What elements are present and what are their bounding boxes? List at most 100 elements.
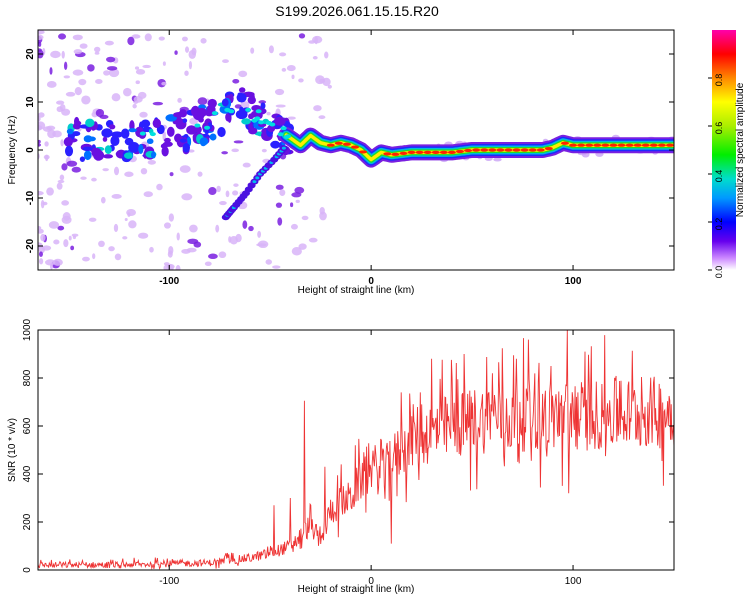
ridge-peak-mark bbox=[391, 152, 400, 156]
noise-blob bbox=[222, 59, 229, 64]
noise-blob bbox=[185, 46, 190, 53]
noise-blob bbox=[123, 87, 132, 97]
noise-blob bbox=[238, 70, 248, 78]
branch-hotspot bbox=[255, 176, 260, 180]
noise-blob bbox=[248, 225, 254, 232]
x-tick-label: 100 bbox=[565, 576, 582, 587]
noise-blob bbox=[38, 139, 41, 144]
noise-blob bbox=[81, 95, 91, 105]
ridge-blob bbox=[104, 145, 112, 155]
noise-blob bbox=[53, 239, 60, 245]
noise-blob bbox=[493, 157, 502, 162]
noise-blob bbox=[56, 182, 63, 190]
noise-blob bbox=[132, 103, 137, 109]
noise-blob bbox=[261, 148, 267, 153]
noise-blob bbox=[38, 251, 43, 257]
noise-blob bbox=[318, 115, 326, 120]
y-tick-label: 1000 bbox=[22, 318, 33, 341]
noise-blob bbox=[38, 190, 44, 196]
noise-blob bbox=[40, 233, 46, 242]
colorbar-label: Normalized spectral amplitude bbox=[735, 82, 746, 217]
noise-blob bbox=[188, 60, 193, 70]
noise-blob bbox=[82, 256, 90, 262]
ridge-peak-mark bbox=[399, 151, 408, 155]
noise-blob bbox=[139, 111, 148, 118]
noise-blob bbox=[308, 237, 318, 243]
ridge-hotspot bbox=[194, 123, 201, 128]
noise-blob bbox=[48, 221, 60, 229]
ridge-blob bbox=[166, 126, 175, 137]
noise-blob bbox=[92, 253, 96, 260]
ridge-blob bbox=[63, 137, 73, 147]
noise-blob bbox=[88, 217, 97, 222]
noise-blob bbox=[277, 217, 283, 226]
heatmap-y-axis-label: Frequency (Hz) bbox=[7, 116, 18, 185]
noise-blob bbox=[111, 93, 121, 102]
noise-blob bbox=[126, 209, 137, 217]
noise-blob bbox=[114, 253, 122, 261]
ridge-blob bbox=[236, 92, 247, 103]
ridge-peak-mark bbox=[407, 150, 416, 154]
figure-title: S199.2026.061.15.15.R20 bbox=[275, 3, 439, 19]
ridge-peak-mark bbox=[577, 143, 586, 147]
ridge-peak-mark bbox=[641, 143, 650, 147]
ridge-blob bbox=[221, 98, 229, 107]
noise-blob bbox=[71, 233, 79, 237]
noise-blob bbox=[143, 191, 153, 198]
noise-blob bbox=[103, 70, 111, 76]
ridge-blob bbox=[209, 133, 217, 141]
noise-blob bbox=[298, 78, 304, 83]
noise-blob bbox=[229, 236, 238, 245]
noise-blob bbox=[208, 187, 217, 196]
ridge-peak-mark bbox=[601, 143, 610, 147]
ridge-peak-mark bbox=[544, 146, 553, 151]
noise-blob bbox=[208, 253, 218, 260]
ridge-hotspot bbox=[251, 118, 258, 123]
ridge-peak-mark bbox=[609, 143, 618, 147]
noise-blob bbox=[102, 168, 109, 172]
ridge-blob bbox=[179, 138, 187, 143]
ridge-peak-mark bbox=[480, 148, 489, 152]
noise-blob bbox=[45, 154, 49, 162]
ridge-peak-mark bbox=[512, 148, 521, 152]
noise-blob bbox=[233, 140, 244, 144]
noise-blob bbox=[156, 183, 163, 191]
y-tick-label: 0 bbox=[22, 567, 33, 573]
noise-blob bbox=[74, 86, 82, 96]
noise-blob bbox=[257, 240, 269, 249]
noise-blob bbox=[215, 224, 220, 233]
noise-blob bbox=[71, 166, 82, 173]
noise-blob bbox=[187, 149, 195, 153]
noise-blob bbox=[274, 88, 285, 96]
noise-blob bbox=[181, 248, 191, 254]
ridge-blob bbox=[110, 135, 120, 147]
ridge-blob bbox=[120, 128, 130, 139]
noise-blob bbox=[163, 263, 174, 270]
noise-blob bbox=[52, 258, 63, 266]
noise-blob bbox=[291, 74, 295, 80]
noise-blob bbox=[181, 193, 193, 201]
noise-blob bbox=[38, 116, 41, 122]
snr-plot-area bbox=[38, 330, 674, 570]
ridge-blob bbox=[195, 125, 202, 134]
noise-blob bbox=[290, 223, 298, 230]
noise-blob bbox=[58, 33, 67, 40]
ridge-peak-mark bbox=[593, 143, 602, 147]
noise-blob bbox=[56, 106, 63, 113]
noise-blob bbox=[38, 34, 44, 41]
noise-blob bbox=[324, 51, 329, 59]
noise-blob bbox=[167, 250, 173, 258]
noise-blob bbox=[49, 67, 53, 75]
ridge-peak-mark bbox=[488, 148, 497, 152]
noise-blob bbox=[135, 69, 146, 75]
ridge-peak-mark bbox=[528, 148, 537, 152]
noise-blob bbox=[265, 259, 273, 265]
ridge-hotspot bbox=[139, 131, 146, 136]
snr-x-ticks: -100 0 100 bbox=[159, 330, 582, 587]
x-tick-label: 0 bbox=[368, 576, 374, 587]
noise-blob bbox=[98, 240, 105, 248]
ridge-hotspot bbox=[258, 120, 265, 125]
ridge-peak-mark bbox=[334, 141, 343, 145]
noise-blob bbox=[106, 66, 118, 71]
